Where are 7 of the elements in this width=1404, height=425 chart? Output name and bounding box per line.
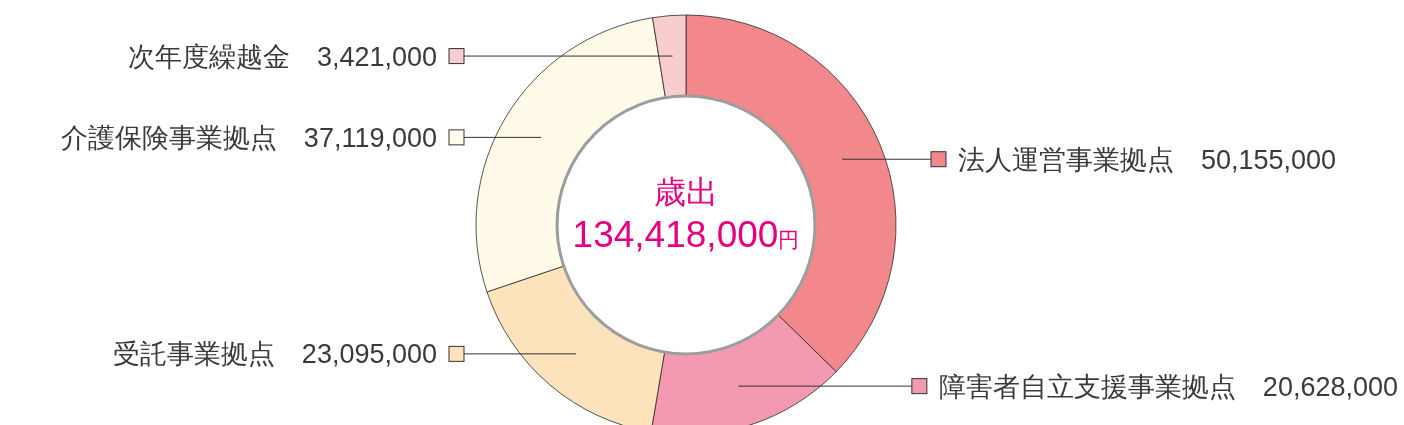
legend-label: 介護保険事業拠点 37,119,000 (60, 122, 437, 153)
legend-label: 受託事業拠点 23,095,000 (112, 339, 437, 370)
legend-label: 法人運営事業拠点 50,155,000 (958, 144, 1337, 175)
text: 歳出 (654, 174, 718, 210)
legend-label: 障害者自立支援事業拠点 20,628,000 (938, 371, 1398, 402)
text: 134,418,000円 (572, 214, 800, 255)
legend-label: 次年度繰越金 3,421,000 (127, 41, 437, 72)
